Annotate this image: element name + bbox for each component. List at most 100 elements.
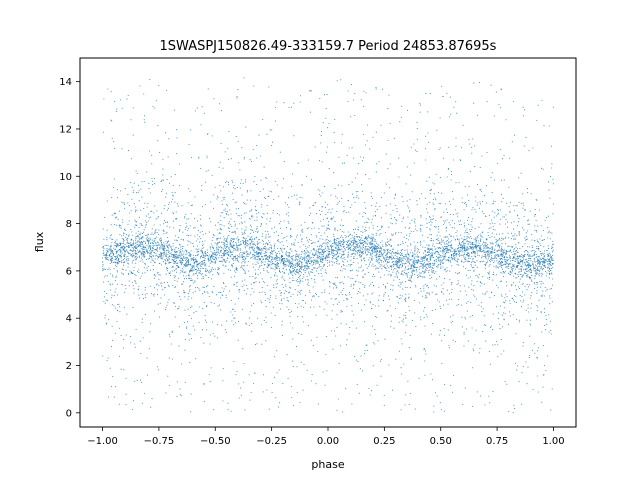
data-point	[407, 239, 409, 241]
data-point	[381, 255, 383, 257]
data-point	[303, 244, 305, 246]
data-point	[393, 197, 395, 199]
data-point	[119, 311, 121, 313]
data-point	[359, 292, 361, 294]
data-point	[362, 247, 364, 249]
data-point	[512, 313, 514, 316]
data-point	[259, 251, 261, 254]
data-point	[306, 237, 308, 239]
data-point	[166, 241, 168, 243]
data-point	[524, 294, 526, 296]
data-point	[117, 260, 119, 262]
data-point	[400, 257, 402, 259]
data-point	[427, 248, 429, 250]
data-point	[466, 232, 468, 234]
data-point	[442, 247, 444, 249]
data-point	[412, 252, 414, 254]
data-point	[261, 216, 264, 219]
data-point	[186, 264, 188, 266]
data-point	[222, 281, 225, 283]
data-point	[227, 409, 229, 411]
data-point	[383, 293, 385, 295]
data-point	[343, 231, 345, 233]
data-point	[204, 319, 207, 321]
data-point	[125, 258, 128, 260]
data-point	[269, 251, 271, 254]
data-point	[401, 262, 403, 264]
data-point	[209, 271, 212, 273]
data-point	[142, 298, 145, 300]
data-point	[103, 268, 105, 270]
data-point	[279, 270, 281, 273]
data-point	[343, 246, 345, 248]
data-point	[239, 249, 241, 251]
data-point	[370, 308, 373, 310]
data-point	[319, 238, 321, 240]
data-point	[246, 199, 248, 201]
data-point	[402, 262, 404, 264]
data-point	[360, 309, 362, 311]
data-point	[130, 249, 132, 251]
data-point	[172, 184, 174, 187]
data-point	[522, 202, 524, 204]
data-point	[144, 262, 146, 264]
data-point	[543, 246, 545, 248]
data-point	[455, 248, 457, 250]
data-point	[304, 256, 306, 258]
data-point	[422, 257, 425, 259]
data-point	[549, 295, 551, 297]
data-point	[521, 276, 523, 278]
data-point	[325, 239, 327, 241]
data-point	[253, 242, 255, 244]
data-point	[371, 218, 373, 220]
data-point	[168, 285, 170, 287]
data-point	[193, 273, 195, 275]
data-point	[326, 256, 328, 258]
data-point	[550, 330, 552, 332]
data-point	[273, 287, 275, 289]
data-point	[246, 323, 248, 325]
data-point	[372, 273, 375, 275]
data-point	[396, 257, 399, 259]
data-point	[453, 259, 455, 261]
data-point	[383, 394, 385, 397]
data-point	[365, 226, 367, 229]
data-point	[385, 153, 387, 155]
data-point	[135, 232, 137, 234]
data-point	[488, 248, 490, 250]
data-point	[248, 248, 250, 250]
data-point	[333, 256, 335, 258]
data-point	[249, 159, 251, 161]
data-point	[318, 160, 321, 162]
data-point	[183, 264, 185, 266]
data-point	[515, 295, 517, 297]
data-point	[466, 253, 468, 255]
data-point	[102, 265, 104, 267]
data-point	[296, 255, 298, 258]
data-point	[303, 257, 305, 259]
data-point	[140, 188, 142, 190]
data-point	[280, 248, 282, 250]
data-point	[123, 203, 125, 206]
data-point	[406, 257, 408, 259]
data-point	[528, 254, 530, 256]
data-point	[316, 262, 318, 264]
data-point	[170, 261, 172, 263]
data-point	[144, 287, 146, 289]
data-point	[402, 274, 404, 276]
data-point	[221, 246, 223, 248]
data-point	[413, 259, 415, 261]
data-point	[172, 242, 174, 245]
data-point	[197, 238, 199, 240]
data-point	[534, 260, 536, 262]
data-point	[193, 258, 195, 261]
data-point	[396, 208, 398, 210]
data-point	[217, 229, 219, 231]
data-point	[321, 258, 323, 261]
data-point	[115, 264, 117, 266]
data-point	[493, 115, 495, 117]
data-point	[343, 287, 345, 290]
data-point	[365, 174, 367, 176]
data-point	[354, 241, 357, 243]
data-points	[102, 77, 554, 414]
